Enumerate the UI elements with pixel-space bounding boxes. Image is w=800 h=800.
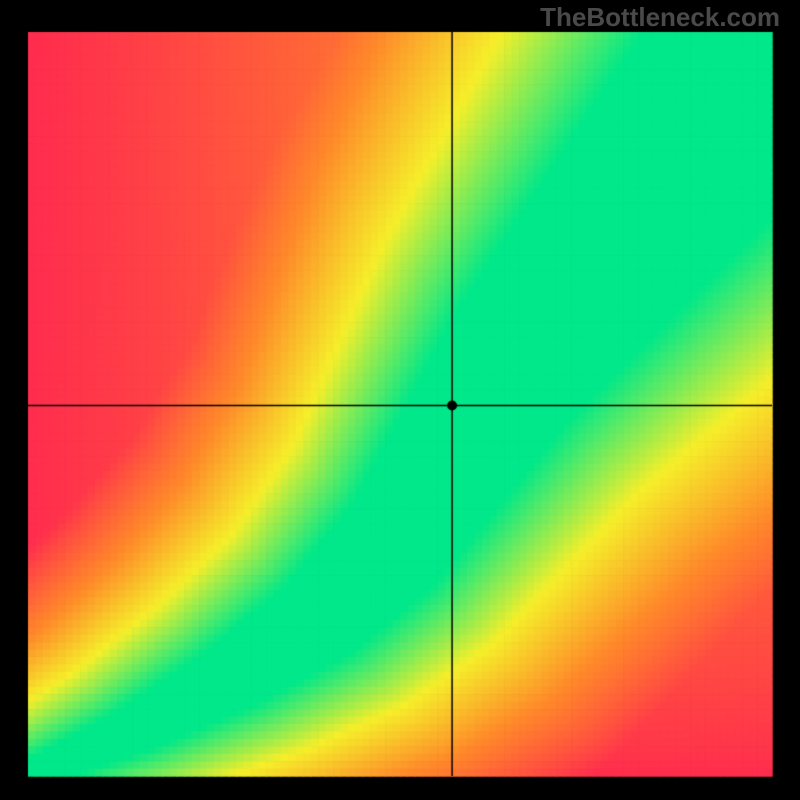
watermark-text: TheBottleneck.com bbox=[540, 2, 780, 33]
bottleneck-heatmap bbox=[0, 0, 800, 800]
chart-container: TheBottleneck.com bbox=[0, 0, 800, 800]
